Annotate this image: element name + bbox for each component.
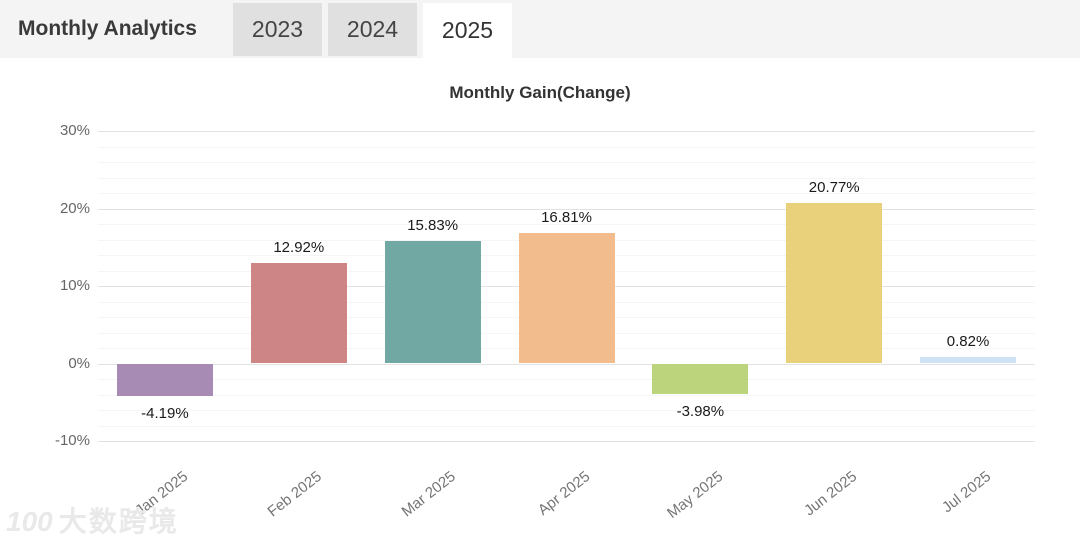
watermark: 100 大数跨境 (6, 500, 179, 540)
chart-title: Monthly Gain(Change) (449, 83, 631, 102)
x-axis-tick-label: Mar 2025 (398, 468, 460, 521)
minor-gridline (98, 162, 1035, 163)
major-gridline (98, 363, 1035, 365)
minor-gridline (98, 410, 1035, 411)
minor-gridline (98, 394, 1035, 396)
bar-feb-2025[interactable] (250, 263, 347, 364)
watermark-text: 大数跨境 (58, 506, 179, 537)
bar-value-label: -3.98% (676, 403, 725, 421)
bar-value-label: -4.19% (141, 404, 189, 422)
minor-gridline (98, 177, 1035, 179)
x-axis-tick-label: Jun 2025 (801, 468, 861, 520)
bar-value-label: 15.83% (407, 216, 459, 234)
y-axis-tick-label: 10% (59, 277, 90, 294)
bar-apr-2025[interactable] (518, 233, 615, 364)
bar-value-label: 0.82% (946, 333, 990, 351)
major-gridline (98, 131, 1035, 132)
tab-2024[interactable]: 2024 (328, 3, 417, 56)
y-axis-tick-label: -10% (54, 432, 90, 449)
minor-gridline (98, 146, 1035, 148)
major-gridline (98, 441, 1035, 442)
minor-gridline (98, 425, 1035, 427)
major-gridline (98, 208, 1035, 210)
x-axis-tick-label: Apr 2025 (534, 468, 593, 519)
bar-jan-2025[interactable] (116, 363, 213, 396)
page-title: Monthly Analytics (18, 17, 197, 40)
header-bar: Monthly Analytics 2023 2024 2025 (0, 0, 1080, 58)
x-axis-tick-label: Jul 2025 (939, 468, 995, 517)
minor-gridline (98, 193, 1035, 194)
tab-2023[interactable]: 2023 (233, 3, 322, 56)
bar-mar-2025[interactable] (384, 240, 481, 364)
bar-may-2025[interactable] (652, 363, 749, 395)
x-axis-tick-label: Feb 2025 (264, 468, 326, 521)
minor-gridline (98, 379, 1035, 380)
y-axis-tick-label: 30% (59, 122, 90, 139)
bar-value-label: 12.92% (273, 239, 325, 257)
bar-value-label: 16.81% (541, 209, 592, 227)
bar-jun-2025[interactable] (786, 202, 883, 364)
bar-jul-2025[interactable] (920, 357, 1017, 364)
y-axis-tick-label: 0% (68, 354, 90, 372)
minor-gridline (98, 224, 1035, 225)
watermark-logo-icon: 100 (6, 506, 53, 537)
bar-value-label: 20.77% (808, 178, 860, 196)
year-tabs: 2023 2024 2025 (233, 3, 518, 58)
x-axis-tick-label: May 2025 (664, 468, 727, 522)
y-axis-tick-label: 20% (59, 199, 90, 217)
tab-2025[interactable]: 2025 (423, 3, 512, 58)
